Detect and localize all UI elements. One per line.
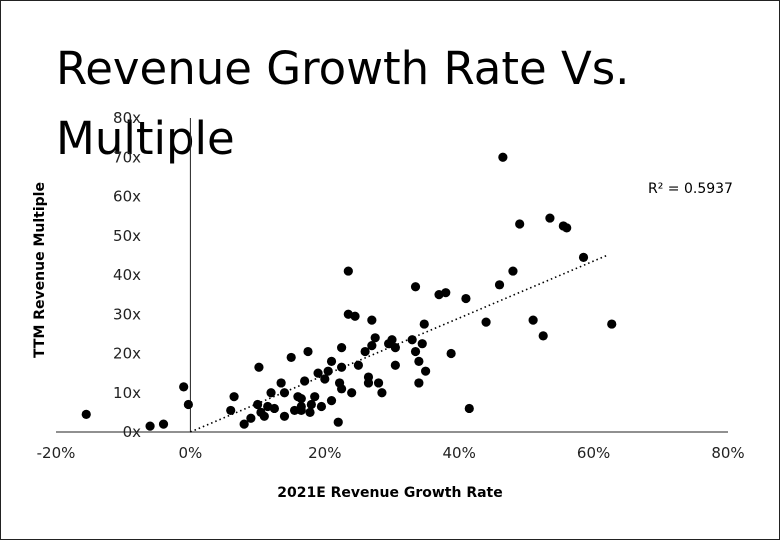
- data-point: [81, 409, 91, 419]
- data-point: [286, 352, 296, 363]
- y-tick-label: 30x: [113, 305, 141, 323]
- data-point: [607, 319, 617, 329]
- data-point: [494, 280, 505, 290]
- data-point: [360, 346, 370, 357]
- data-point: [417, 339, 427, 349]
- data-point: [326, 356, 337, 366]
- data-point: [350, 311, 360, 321]
- data-point: [289, 405, 300, 416]
- data-point: [183, 399, 193, 410]
- y-tick-label: 10x: [113, 384, 141, 402]
- data-point: [353, 360, 363, 370]
- data-point: [246, 413, 256, 423]
- data-point: [367, 341, 377, 351]
- axes: [56, 118, 728, 433]
- data-point: [303, 346, 313, 357]
- data-point: [515, 219, 525, 229]
- data-point: [373, 378, 384, 388]
- data-point: [407, 335, 417, 345]
- data-point: [296, 405, 306, 416]
- x-tick-label: 80%: [711, 444, 744, 462]
- data-point: [545, 213, 555, 223]
- y-tick-label: 40x: [113, 266, 141, 284]
- data-point: [337, 343, 347, 353]
- data-point: [310, 392, 320, 402]
- data-point: [269, 403, 279, 414]
- data-point: [320, 374, 330, 384]
- data-point: [367, 315, 377, 325]
- data-point: [377, 388, 387, 398]
- data-point: [279, 388, 290, 398]
- data-point: [441, 288, 451, 298]
- data-point: [145, 421, 155, 431]
- data-point: [313, 368, 323, 378]
- data-point: [326, 396, 337, 406]
- x-tick-label: 20%: [308, 444, 341, 462]
- data-point: [333, 417, 343, 427]
- data-point: [562, 223, 572, 233]
- chart-title: Revenue Growth Rate Vs. Multiple: [56, 42, 630, 165]
- tick-labels: -20% 0% 20% 40% 60% 80% 0x 10x 20x 30x 40x 50x 60x 70…: [37, 109, 745, 462]
- data-point: [276, 378, 286, 388]
- y-tick-label: 50x: [113, 227, 141, 245]
- trendline-line: [190, 254, 608, 433]
- x-tick-label: 60%: [577, 444, 610, 462]
- data-point: [300, 376, 310, 386]
- data-point: [481, 317, 491, 327]
- data-point: [347, 388, 357, 398]
- data-point: [226, 405, 236, 416]
- data-point: [343, 266, 353, 276]
- data-point: [446, 348, 456, 359]
- data-point: [254, 362, 264, 372]
- data-point: [337, 384, 347, 394]
- x-tick-label: -20%: [37, 444, 76, 462]
- data-point: [337, 362, 347, 372]
- data-point: [253, 399, 263, 410]
- data-point: [461, 293, 471, 304]
- data-point: [410, 282, 421, 292]
- y-axis-label: TTM Revenue Multiple: [32, 182, 48, 358]
- x-axis-label: 2021E Revenue Growth Rate: [277, 485, 503, 501]
- data-point: [419, 319, 429, 329]
- data-point: [410, 346, 421, 357]
- data-point: [414, 356, 424, 366]
- y-tick-label: 0x: [123, 423, 142, 441]
- trendline: [190, 254, 608, 433]
- data-point: [306, 399, 316, 410]
- data-point: [390, 343, 400, 353]
- x-tick-label: 40%: [443, 444, 476, 462]
- y-tick-label: 60x: [113, 188, 141, 206]
- data-point: [239, 419, 249, 429]
- data-points: [81, 152, 617, 431]
- data-point: [296, 394, 306, 404]
- data-point: [305, 407, 315, 417]
- y-tick-label: 20x: [113, 345, 141, 363]
- y-tick-label: 70x: [113, 148, 141, 166]
- data-point: [390, 360, 400, 370]
- data-point: [421, 366, 431, 376]
- data-point: [370, 333, 380, 343]
- data-point: [414, 378, 424, 388]
- data-point: [158, 419, 169, 429]
- data-point: [498, 152, 508, 162]
- data-point: [229, 392, 239, 402]
- data-point: [266, 388, 276, 398]
- data-point: [387, 335, 397, 345]
- y-tick-label: 80x: [113, 109, 141, 127]
- x-tick-label: 0%: [179, 444, 203, 462]
- data-point: [464, 403, 474, 414]
- data-point: [323, 366, 333, 376]
- data-point: [538, 331, 548, 341]
- r-squared-label: R² = 0.5937: [648, 181, 733, 197]
- data-point: [316, 401, 327, 412]
- data-point: [259, 411, 269, 421]
- data-point: [363, 372, 374, 382]
- data-point: [508, 266, 518, 276]
- data-point: [578, 252, 589, 262]
- data-point: [528, 315, 538, 325]
- data-point: [279, 411, 290, 421]
- data-point: [179, 382, 189, 392]
